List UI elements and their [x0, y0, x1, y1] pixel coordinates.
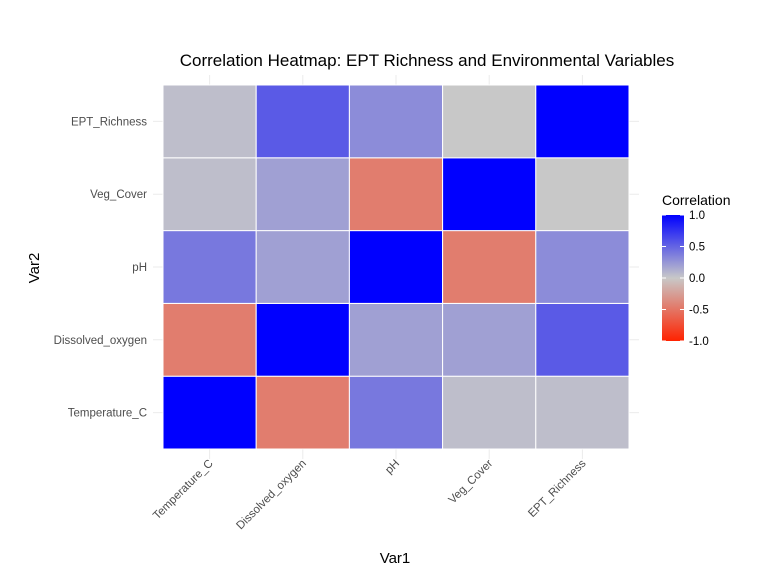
heatmap-cell: [535, 84, 630, 159]
heatmap-cell: [162, 84, 257, 159]
heatmap-cell: [162, 375, 257, 450]
x-tick-label: Dissolved_oxygen: [234, 458, 308, 532]
x-tick-label: Veg_Cover: [447, 458, 496, 507]
legend-tick-label: 0.0: [689, 273, 705, 285]
legend-tick-label: -1.0: [689, 336, 709, 348]
y-axis-title: Var2: [26, 253, 43, 284]
legend-tick-label: -0.5: [689, 305, 709, 317]
color-legend: Correlation 1.0 0.5 0.0 -0.5 -1.0: [662, 192, 730, 348]
y-tick-label: Temperature_C: [68, 408, 147, 420]
y-tick-label: pH: [132, 262, 147, 274]
heatmap-cell: [535, 375, 630, 450]
heatmap-cell: [348, 230, 444, 304]
heatmap-cell: [535, 157, 630, 232]
heatmap-cell: [442, 302, 537, 377]
legend-tick-label: 0.5: [689, 242, 705, 254]
x-axis-tick-labels: Temperature_C Dissolved_oxygen pH Veg_Cover…: [151, 457, 589, 532]
heatmap-cell: [162, 157, 257, 232]
heatmap-cell: [255, 375, 350, 450]
x-tick-label: Temperature_C: [151, 458, 216, 523]
heatmap-cell: [442, 375, 537, 450]
heatmap-cell: [348, 84, 444, 159]
y-tick-label: Veg_Cover: [90, 189, 147, 201]
legend-tick-label: 1.0: [689, 210, 705, 222]
heatmap-cell: [442, 84, 537, 159]
heatmap-cell: [535, 302, 630, 377]
heatmap-cell: [348, 157, 444, 232]
chart-title: Correlation Heatmap: EPT Richness and En…: [180, 51, 675, 70]
legend-ticks: 1.0 0.5 0.0 -0.5 -1.0: [662, 210, 709, 348]
heatmap-cell: [255, 157, 350, 232]
heatmap-cell: [442, 157, 537, 232]
heatmap-cell: [442, 230, 537, 304]
x-axis-title: Var1: [380, 550, 411, 567]
heatmap-cell: [255, 302, 350, 377]
heatmap-cell: [535, 230, 630, 304]
legend-color-bar: [662, 215, 684, 341]
heatmap-cell: [162, 230, 257, 304]
heatmap-cell: [348, 302, 444, 377]
y-tick-label: EPT_Richness: [71, 116, 147, 128]
heatmap-cell: [255, 84, 350, 159]
y-tick-label: Dissolved_oxygen: [54, 335, 147, 347]
x-tick-label: EPT_Richness: [526, 457, 588, 519]
y-axis-tick-labels: Temperature_C Dissolved_oxygen pH Veg_Cover…: [54, 116, 148, 419]
heatmap-cell: [162, 302, 257, 377]
heatmap-cells: [162, 84, 630, 450]
heatmap-cell: [255, 230, 350, 304]
legend-title: Correlation: [662, 192, 730, 208]
heatmap-cell: [348, 375, 444, 450]
x-tick-label: pH: [383, 458, 402, 477]
